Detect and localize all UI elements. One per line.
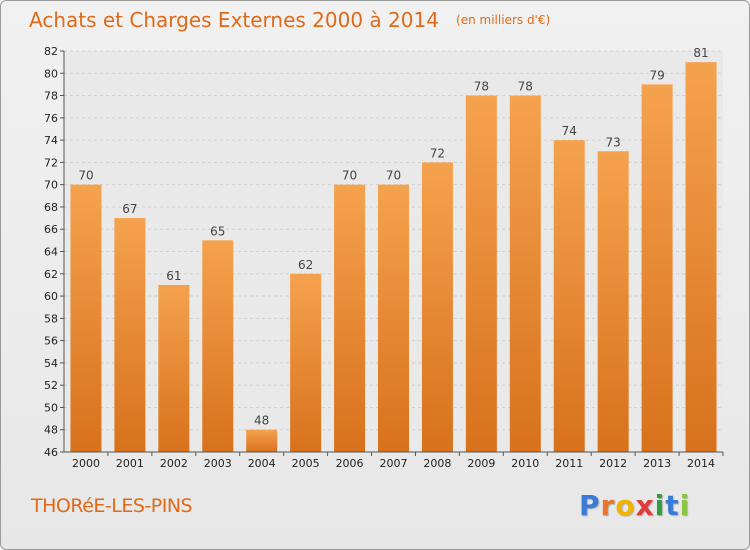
data-label: 61 (166, 269, 181, 283)
chart-title-block: Achats et Charges Externes 2000 à 2014 (… (29, 8, 550, 32)
bar (246, 429, 278, 452)
data-label: 62 (298, 258, 313, 272)
y-tick-label: 72 (44, 156, 58, 169)
bar (202, 240, 234, 452)
chart-subtitle: (en milliers d'€) (456, 13, 551, 27)
y-tick-label: 70 (44, 179, 58, 192)
y-tick-label: 56 (44, 335, 58, 348)
bar (685, 62, 717, 453)
bar (553, 140, 585, 452)
logo-letter: r (600, 489, 616, 522)
x-tick-label: 2004 (248, 457, 276, 470)
y-tick-label: 74 (44, 134, 58, 147)
y-tick-label: 60 (44, 290, 58, 303)
y-tick-label: 80 (44, 67, 58, 80)
bar (465, 95, 497, 453)
bar (290, 273, 322, 452)
bar (641, 84, 673, 453)
y-tick-label: 66 (44, 223, 58, 236)
y-axis: 46 48 50 52 54 56 58 60 62 64 66 68 70 72 74 76 78 80 82 (44, 45, 65, 459)
y-tick-label: 68 (44, 201, 58, 214)
proxiti-logo: Proxiti (579, 489, 690, 522)
chart-title: Achats et Charges Externes 2000 à 2014 (29, 8, 439, 32)
x-tick-label: 2011 (555, 457, 583, 470)
y-tick-label: 62 (44, 268, 58, 281)
x-tick-label: 2001 (116, 457, 144, 470)
x-tick-label: 2009 (467, 457, 495, 470)
y-tick-label: 78 (44, 90, 58, 103)
bar (334, 184, 366, 452)
y-tick-label: 50 (44, 401, 58, 414)
data-label: 73 (606, 135, 621, 149)
x-tick-label: 2010 (511, 457, 539, 470)
data-label: 70 (342, 169, 357, 183)
y-tick-label: 64 (44, 246, 58, 259)
data-label: 78 (518, 80, 533, 94)
bar (70, 184, 102, 452)
x-tick-label: 2006 (336, 457, 364, 470)
data-label: 81 (693, 46, 708, 60)
y-tick-label: 58 (44, 312, 58, 325)
y-tick-label: 46 (44, 446, 58, 459)
x-tick-label: 2003 (204, 457, 232, 470)
y-tick-label: 82 (44, 45, 58, 58)
x-tick-label: 2002 (160, 457, 188, 470)
bar (509, 95, 541, 453)
data-label: 65 (210, 224, 225, 238)
logo-letter: i (679, 489, 691, 522)
bar (378, 184, 409, 452)
bar (114, 218, 146, 452)
data-label: 72 (430, 146, 445, 160)
y-tick-label: 76 (44, 112, 58, 125)
data-label: 70 (78, 169, 93, 183)
bar (597, 151, 629, 452)
y-tick-label: 52 (44, 379, 58, 392)
data-label: 78 (474, 80, 489, 94)
bar (158, 284, 190, 452)
x-tick-label: 2013 (643, 457, 671, 470)
x-tick-label: 2008 (423, 457, 451, 470)
logo-letter: t (665, 489, 680, 522)
place-name: THORéE-LES-PINS (31, 495, 193, 517)
data-labels: 70 67 61 65 48 62 70 70 72 78 78 74 73 79 81 (78, 46, 708, 428)
x-tick-label: 2012 (599, 457, 627, 470)
x-tick-label: 2005 (292, 457, 320, 470)
x-tick-label: 2000 (72, 457, 100, 470)
data-label: 70 (386, 169, 401, 183)
logo-letter: i (654, 489, 666, 522)
bars (70, 62, 717, 453)
data-label: 74 (562, 124, 577, 138)
x-axis: 2000 2001 2002 2003 2004 2005 2006 2007 2008 2009… (64, 451, 724, 470)
data-label: 79 (649, 68, 664, 82)
logo-letter: o (615, 489, 636, 522)
y-tick-label: 48 (44, 424, 58, 437)
y-tick-label: 54 (44, 357, 58, 370)
x-tick-label: 2007 (380, 457, 408, 470)
x-tick-label: 2014 (687, 457, 715, 470)
logo-letter: P (579, 489, 601, 522)
data-label: 67 (122, 202, 137, 216)
logo-letter: x (635, 489, 655, 522)
data-label: 48 (254, 414, 269, 428)
bar (421, 162, 453, 452)
